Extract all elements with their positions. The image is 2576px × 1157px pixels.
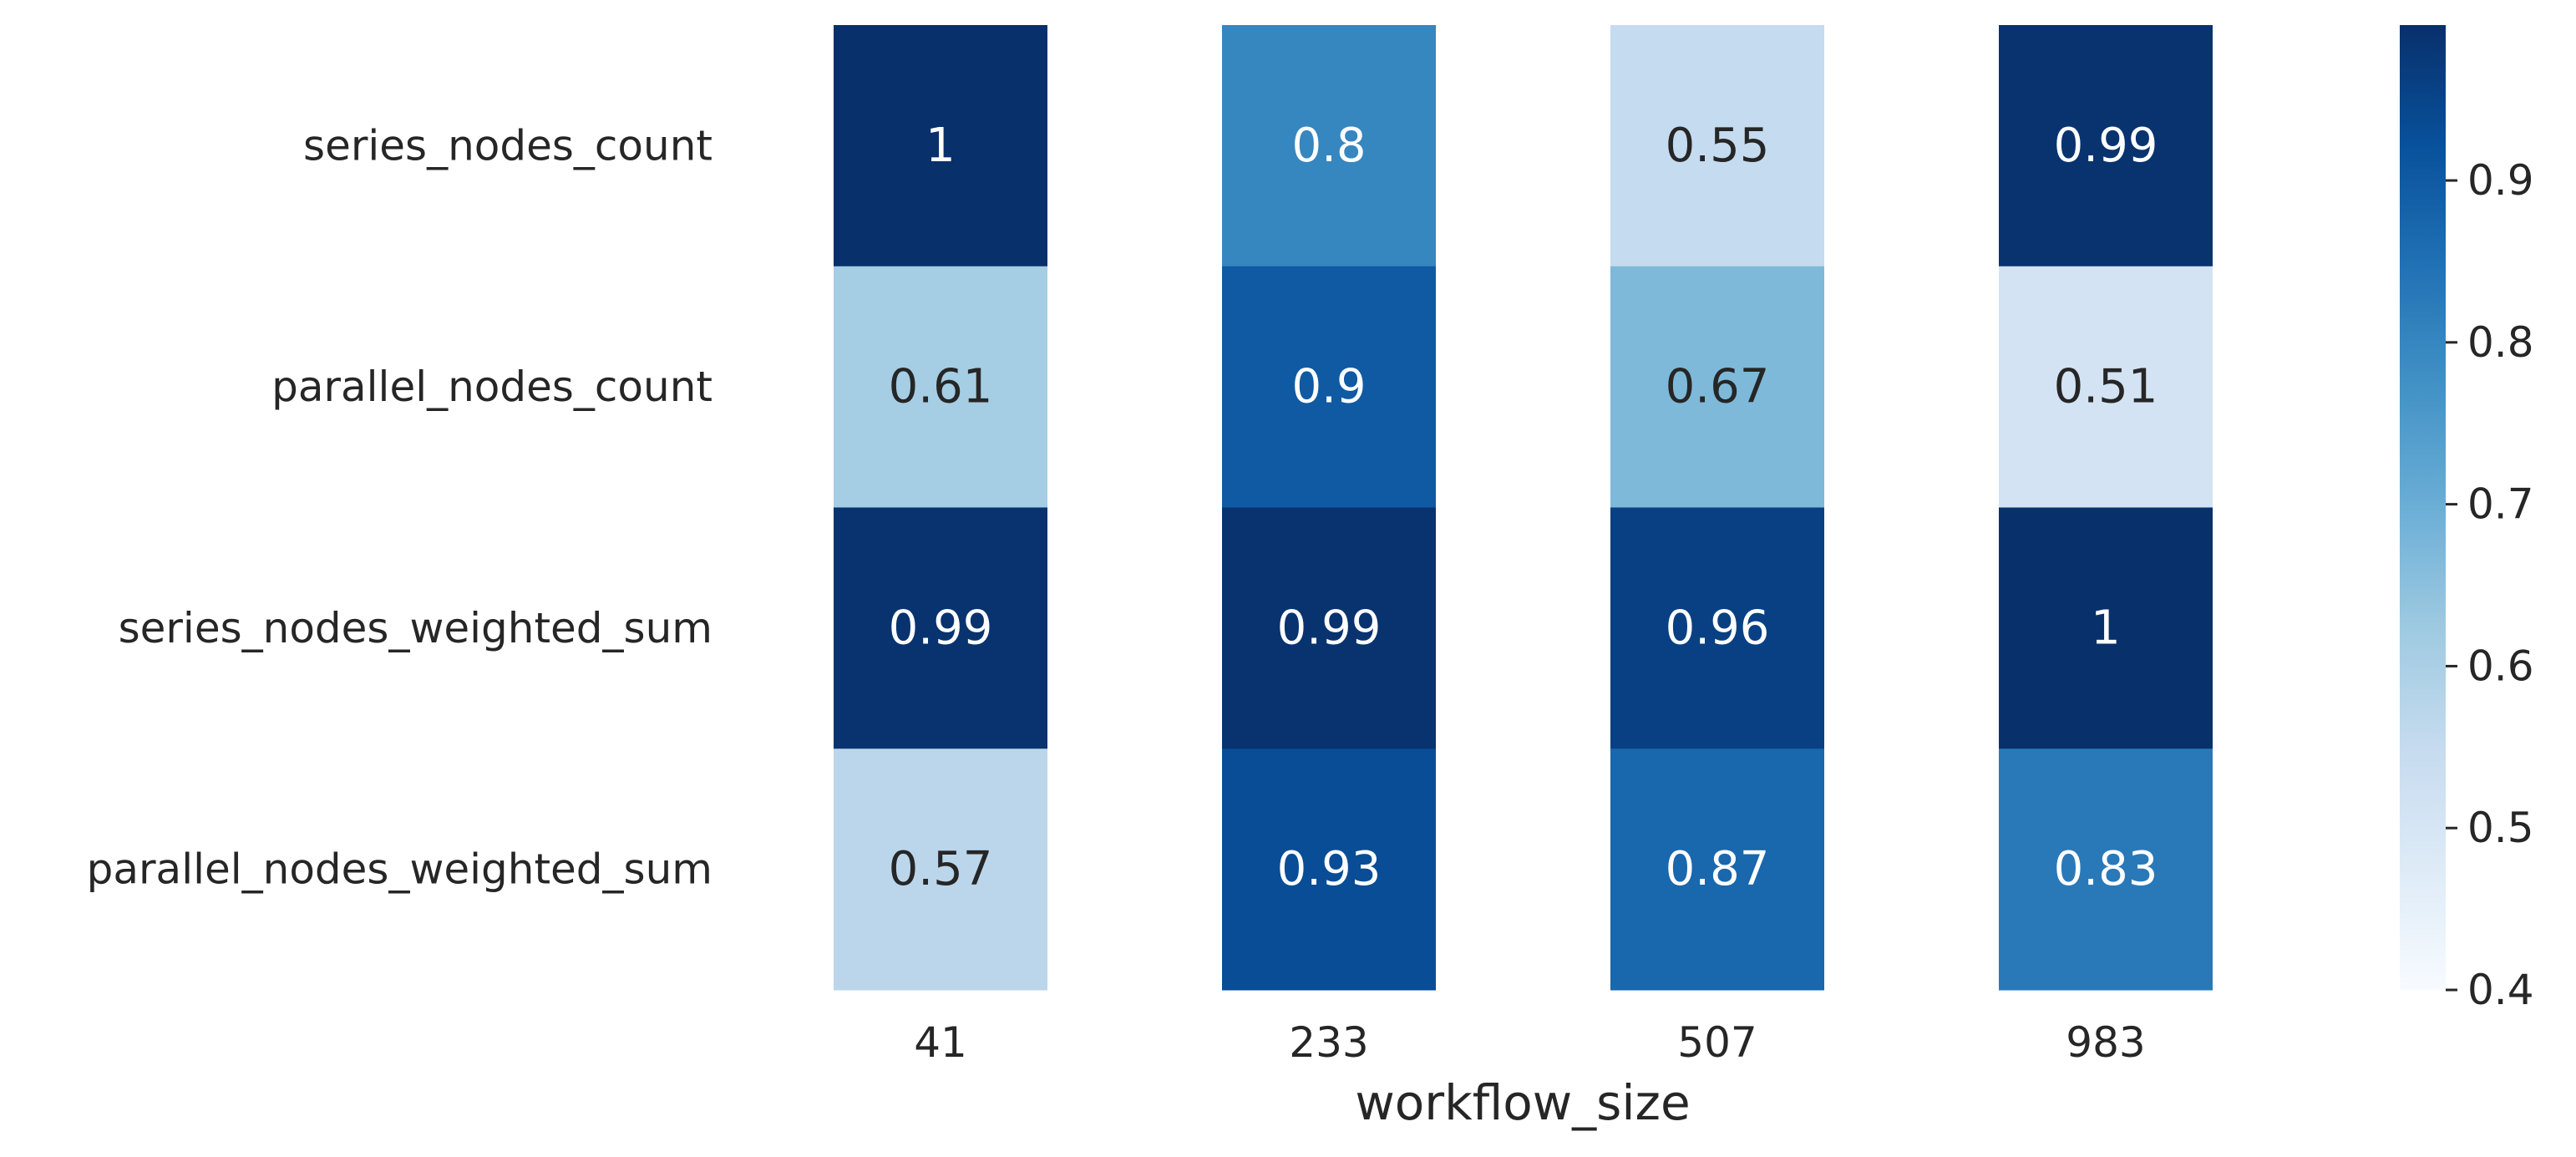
cell-annotation: 0.99 — [1277, 601, 1382, 655]
heatmap-cell — [1222, 748, 1436, 991]
x-tick-label: 233 — [1289, 1018, 1368, 1067]
heatmap-cell — [834, 25, 1047, 267]
x-tick-label: 983 — [2066, 1018, 2145, 1067]
colorbar-gradient — [2400, 25, 2446, 990]
colorbar-tick-label: 0.7 — [2467, 480, 2534, 529]
heatmap-cell — [834, 748, 1047, 991]
y-tick-label: series_nodes_weighted_sum — [119, 604, 712, 652]
heatmap-cell — [1999, 748, 2213, 991]
cell-annotation: 0.51 — [2054, 360, 2158, 414]
heatmap-cell — [834, 266, 1047, 508]
heatmap-cell — [1610, 507, 1824, 749]
colorbar-tick-label: 0.8 — [2467, 318, 2534, 367]
x-axis-tick-labels: 41 233 507 983 — [914, 1018, 2146, 1067]
y-tick-label: parallel_nodes_count — [271, 363, 712, 411]
heatmap-cell — [1999, 507, 2213, 749]
cell-annotation: 0.55 — [1666, 119, 1770, 173]
colorbar-tick-label: 0.9 — [2467, 156, 2534, 205]
y-axis-tick-labels: series_nodes_count parallel_nodes_countse… — [87, 121, 712, 893]
colorbar-tick-label: 0.5 — [2467, 804, 2534, 852]
cell-annotation: 0.8 — [1291, 119, 1366, 173]
cell-annotation: 0.61 — [889, 360, 993, 414]
cell-annotation: 1 — [2091, 601, 2121, 655]
heatmap-cell — [834, 507, 1047, 749]
cell-annotation: 0.99 — [889, 601, 993, 655]
heatmap-cell — [1999, 25, 2213, 267]
colorbar: 0.4 0.5 0.6 0.7 0.8 0.9 — [2400, 25, 2534, 1014]
cell-annotation: 0.67 — [1666, 360, 1770, 414]
y-tick-label: parallel_nodes_weighted_sum — [87, 845, 712, 894]
heatmap-cell — [1999, 266, 2213, 508]
cell-annotation: 0.96 — [1666, 601, 1770, 655]
x-axis-title: workflow_size — [1355, 1074, 1690, 1131]
cell-annotation: 0.83 — [2054, 842, 2158, 896]
cell-annotation: 0.57 — [889, 842, 993, 896]
heatmap-cells — [834, 25, 2213, 991]
heatmap-cell — [1222, 25, 1436, 267]
cell-annotation: 0.99 — [2054, 119, 2158, 173]
colorbar-tick-label: 0.6 — [2467, 642, 2534, 690]
heatmap-cell — [1610, 266, 1824, 508]
heatmap-cell — [1222, 266, 1436, 508]
cell-annotation: 0.93 — [1277, 842, 1382, 896]
cell-annotation: 0.87 — [1666, 842, 1770, 896]
heatmap-cell — [1222, 507, 1436, 749]
cell-annotation: 0.9 — [1291, 360, 1366, 414]
heatmap-cell — [1610, 25, 1824, 267]
x-tick-label: 507 — [1677, 1018, 1757, 1067]
heatmap-cell — [1610, 748, 1824, 991]
x-tick-label: 41 — [914, 1018, 967, 1067]
y-tick-label: series_nodes_count — [303, 121, 712, 170]
colorbar-ticks: 0.4 0.5 0.6 0.7 0.8 0.9 — [2446, 156, 2534, 1014]
colorbar-tick-label: 0.4 — [2467, 966, 2534, 1014]
cell-annotations: 1 0.8 0.55 0.99 0.61 0.9 0.67 0.51 0.99 0.99 0.96 1… — [889, 119, 2158, 896]
cell-annotation: 1 — [925, 119, 956, 173]
